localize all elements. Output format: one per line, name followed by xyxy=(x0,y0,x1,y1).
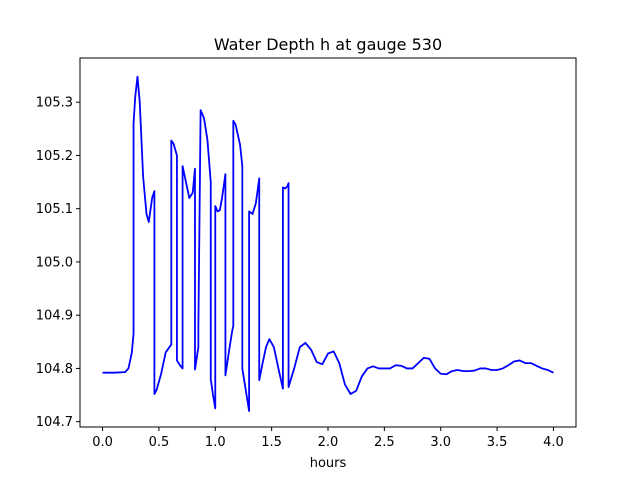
x-tick-label: 2.5 xyxy=(374,435,395,450)
x-tick-label: 3.0 xyxy=(430,435,451,450)
x-tick-label: 4.0 xyxy=(543,435,564,450)
y-tick-label: 104.8 xyxy=(36,362,73,377)
x-tick-label: 0.5 xyxy=(149,435,170,450)
y-tick-label: 104.9 xyxy=(36,309,73,324)
y-tick-label: 105.0 xyxy=(36,255,73,270)
x-tick-label: 1.0 xyxy=(205,435,226,450)
x-tick-label: 3.5 xyxy=(487,435,508,450)
y-tick-label: 105.2 xyxy=(36,149,73,164)
y-tick-label: 105.1 xyxy=(36,202,73,217)
x-tick-label: 1.5 xyxy=(261,435,282,450)
x-axis: 0.0 0.5 1.0 1.5 2.0 2.5 3.0 3.5 4.0 xyxy=(92,427,564,450)
y-tick-label: 104.7 xyxy=(36,415,73,430)
chart-title: Water Depth h at gauge 530 xyxy=(214,35,442,54)
x-tick-label: 0.0 xyxy=(92,435,113,450)
series-layer xyxy=(102,75,554,412)
series-line-0 xyxy=(102,75,554,412)
x-axis-label: hours xyxy=(310,456,347,471)
y-axis: 104.7 104.8 104.9 105.0 105.1 105.2 105.3 xyxy=(36,96,80,430)
x-tick-label: 2.0 xyxy=(318,435,339,450)
y-tick-label: 105.3 xyxy=(36,96,73,111)
